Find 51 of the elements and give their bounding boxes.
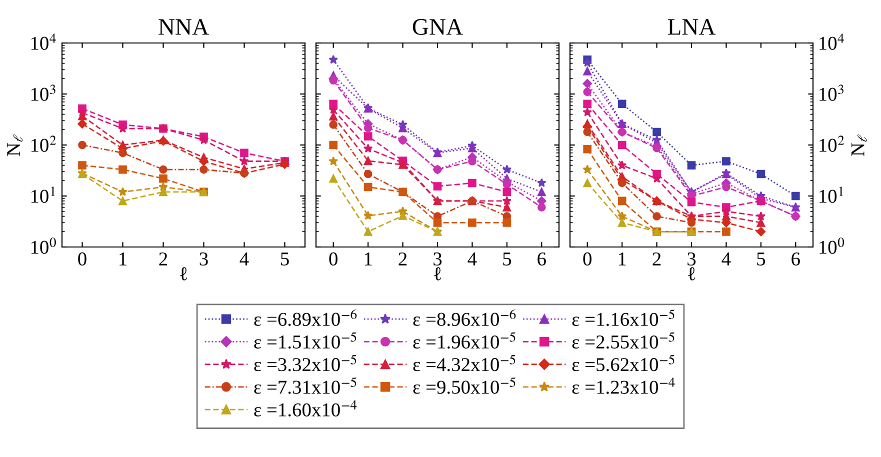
x-tick-label: 5 <box>281 252 289 266</box>
legend-label: ε =6.89x10$^{−6}$ <box>254 310 357 326</box>
chart-title: LNA <box>668 19 716 35</box>
y-tick-label: 10$^{2}$ <box>820 136 844 152</box>
x-tick-label: 3 <box>434 252 442 266</box>
x-tick-label: 2 <box>652 252 661 266</box>
x-tick-label: 2 <box>159 252 168 266</box>
y-tick-label: 10$^{4}$ <box>31 34 56 50</box>
x-tick-label: 6 <box>792 252 800 266</box>
legend-label: ε =7.31x10$^{−5}$ <box>254 377 356 394</box>
y-tick-label: 10$^{1}$ <box>31 186 55 203</box>
x-tick-label: 1 <box>618 252 626 266</box>
x-tick-label: 2 <box>398 252 407 266</box>
legend-label: ε =4.32x10$^{−5}$ <box>413 354 516 372</box>
y-tick-label: 10$^{3}$ <box>31 84 56 101</box>
x-axis-title: ℓ <box>434 267 442 280</box>
x-tick-label: 3 <box>688 252 696 266</box>
legend-label: ε =1.60x10$^{−4}$ <box>254 400 357 417</box>
legend-label: ε =5.62x10$^{−5}$ <box>572 354 674 372</box>
chart-title: NNA <box>158 19 209 35</box>
y-tick-label: 10$^{2}$ <box>31 136 56 152</box>
legend-label: ε =1.96x10$^{−5}$ <box>413 332 516 349</box>
legend-label: ε =2.55x10$^{−5}$ <box>572 332 674 349</box>
y-tick-label: 10$^{3}$ <box>820 84 844 101</box>
x-axis-title: ℓ <box>688 267 696 280</box>
chart-title: GNA <box>412 19 463 35</box>
x-tick-label: 5 <box>503 252 512 266</box>
legend-label: ε =1.23x10$^{−4}$ <box>572 378 675 394</box>
x-tick-label: 1 <box>120 252 126 266</box>
y-axis-title: N$_{ℓ}$ <box>7 134 23 156</box>
y-tick-label: 10$^{4}$ <box>820 34 844 50</box>
legend-label: ε =1.16x10$^{−5}$ <box>572 310 674 326</box>
x-tick-label: 6 <box>538 252 546 266</box>
x-tick-label: 5 <box>757 252 766 266</box>
legend-label: ε =8.96x10$^{−6}$ <box>413 310 516 326</box>
x-tick-label: 0 <box>329 252 338 266</box>
y-tick-label: 10$^{1}$ <box>820 186 843 203</box>
y-axis-title: N$_{ℓ}$ <box>851 134 867 156</box>
x-tick-label: 4 <box>468 252 477 266</box>
x-tick-label: 4 <box>240 252 249 266</box>
x-axis-title: ℓ <box>180 267 188 280</box>
x-tick-label: 4 <box>722 252 731 266</box>
x-tick-label: 0 <box>583 252 592 266</box>
legend-label: ε =3.32x10$^{−5}$ <box>254 354 356 372</box>
legend-label: ε =1.51x10$^{−5}$ <box>254 332 356 349</box>
x-tick-label: 0 <box>78 252 86 266</box>
y-tick-label: 10$^{0}$ <box>31 238 56 254</box>
x-tick-label: 3 <box>200 252 208 266</box>
x-tick-label: 1 <box>364 252 372 266</box>
y-tick-label: 10$^{0}$ <box>820 238 844 254</box>
legend-label: ε =9.50x10$^{−5}$ <box>413 377 516 394</box>
